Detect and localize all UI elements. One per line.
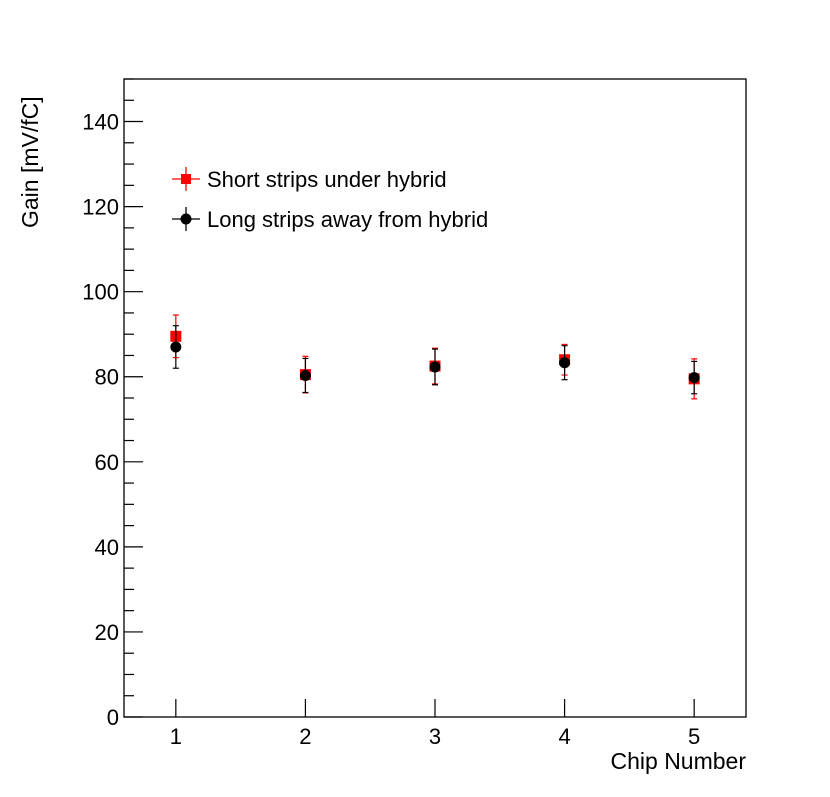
data-point-circle [429, 361, 441, 373]
data-point-circle [170, 341, 182, 353]
legend-entry-short-strips: Short strips under hybrid [172, 167, 447, 192]
legend-marker-square-icon [181, 174, 191, 184]
x-axis-tick-labels: 1 2 3 4 5 [170, 724, 701, 749]
legend: Short strips under hybrid Long strips aw… [172, 167, 488, 232]
x-axis-title: Chip Number [611, 748, 747, 774]
y-axis-tick-labels: 0 20 40 60 80 100 120 140 [82, 110, 119, 730]
x-tick-label: 5 [688, 724, 700, 749]
x-tick-label: 1 [170, 724, 182, 749]
y-tick-label: 0 [107, 705, 119, 730]
y-tick-label: 100 [82, 280, 119, 305]
legend-label-short-strips: Short strips under hybrid [207, 167, 447, 192]
data-point-circle [299, 369, 311, 381]
y-tick-label: 140 [82, 110, 119, 135]
y-tick-label: 40 [95, 535, 119, 560]
legend-marker-circle-icon [180, 213, 192, 225]
y-tick-label: 20 [95, 620, 119, 645]
legend-label-long-strips: Long strips away from hybrid [207, 207, 488, 232]
data-point-circle [688, 372, 700, 384]
y-axis-title: Gain [mV/fC] [17, 96, 43, 228]
series-layer [170, 314, 700, 400]
series-long-strips [170, 325, 700, 395]
legend-entry-long-strips: Long strips away from hybrid [172, 207, 488, 232]
x-tick-label: 3 [429, 724, 441, 749]
y-tick-label: 120 [82, 195, 119, 220]
data-point-circle [559, 357, 571, 369]
y-axis-ticks [124, 78, 143, 718]
x-axis-ticks [175, 699, 695, 717]
y-tick-label: 60 [95, 450, 119, 475]
y-tick-label: 80 [95, 365, 119, 390]
x-tick-label: 4 [558, 724, 570, 749]
x-tick-label: 2 [299, 724, 311, 749]
